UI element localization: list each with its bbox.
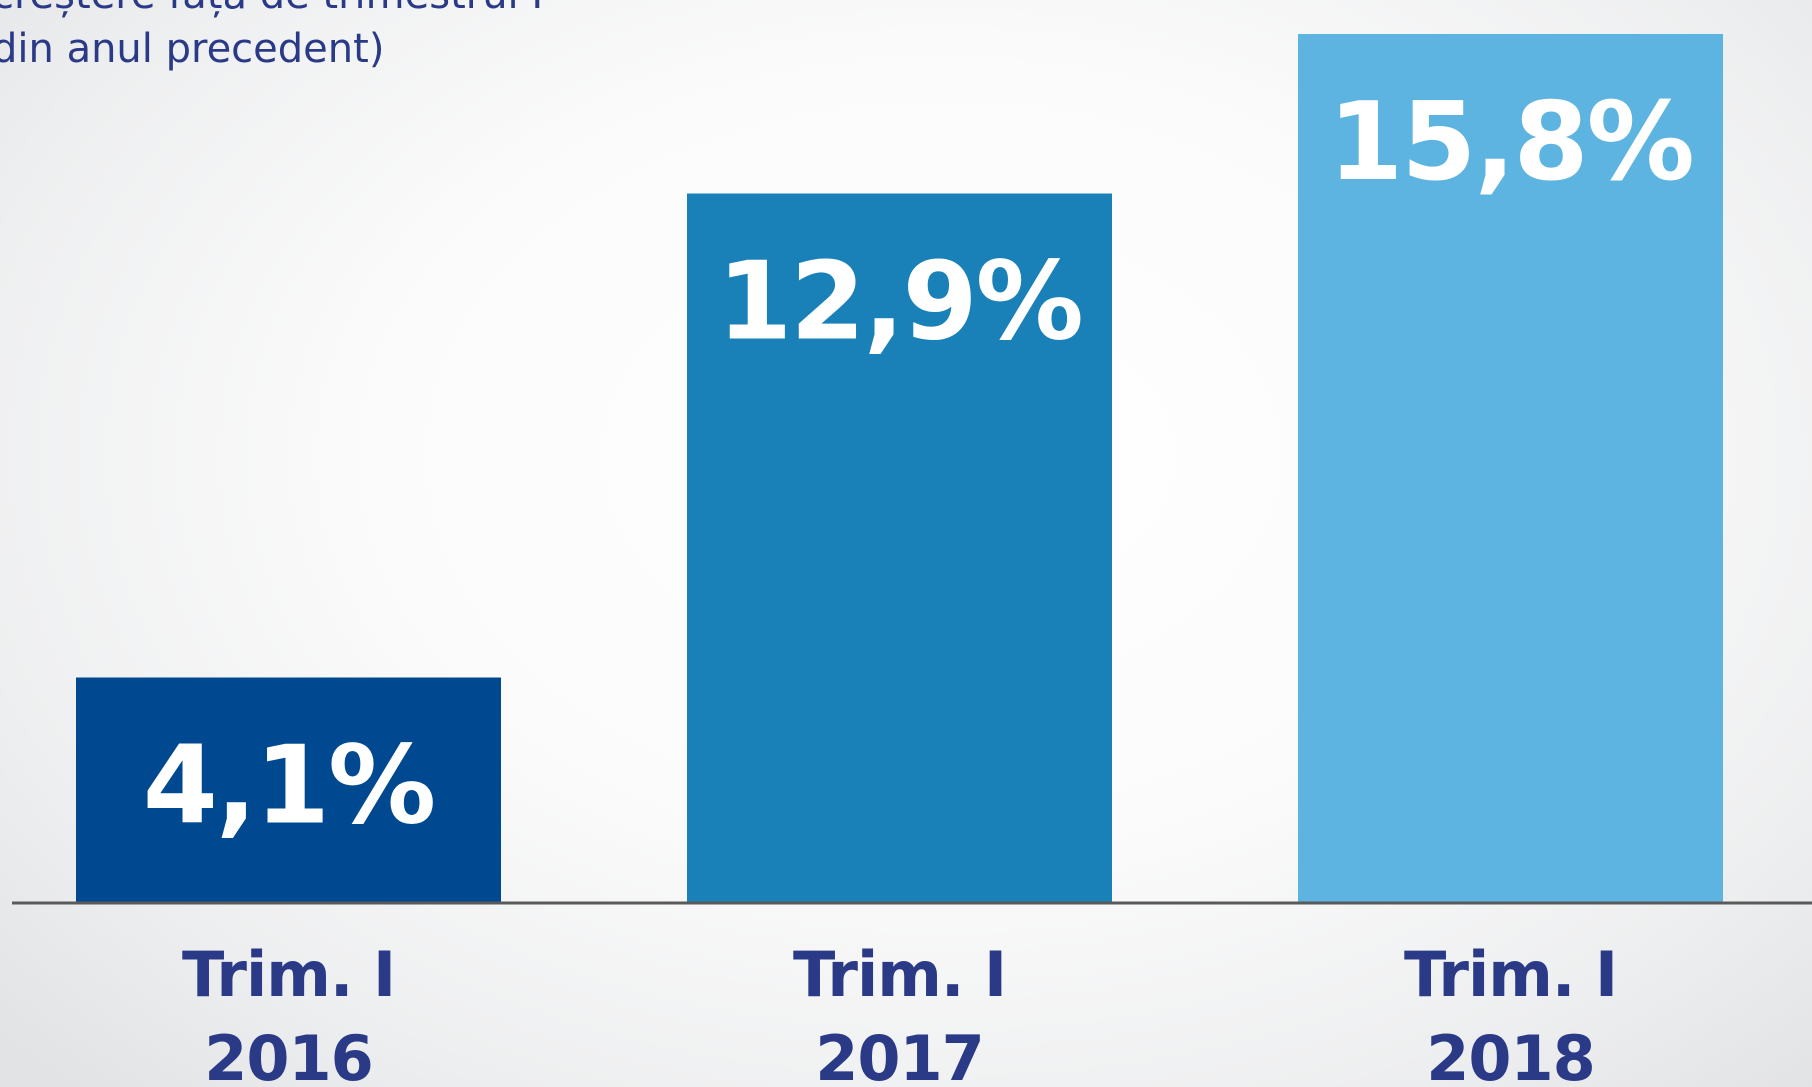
- category-label-2018-quarter: Trim. I: [1404, 938, 1617, 1011]
- category-label-2017-quarter: Trim. I: [793, 938, 1006, 1011]
- bar-2018: [1298, 34, 1723, 903]
- category-label-2016-quarter: Trim. I: [182, 938, 395, 1011]
- bar-2016: [76, 677, 501, 903]
- category-labels-group: Trim. I 2016 Trim. I 2017 Trim. I 2018: [182, 938, 1618, 1087]
- category-label-2017-year: 2017: [815, 1022, 984, 1087]
- bar-2017: [687, 193, 1112, 903]
- category-label-2018-year: 2018: [1426, 1022, 1595, 1087]
- value-label-2018: 15,8%: [1328, 80, 1693, 205]
- value-label-2017: 12,9%: [717, 240, 1082, 365]
- category-label-2016-year: 2016: [204, 1022, 373, 1087]
- bars-group: [76, 34, 1723, 903]
- chart-subtitle: creștere față de trimestrul I din anul p…: [0, 0, 543, 72]
- value-labels-group: 4,1% 12,9% 15,8%: [143, 80, 1695, 849]
- value-label-2016: 4,1%: [143, 724, 435, 849]
